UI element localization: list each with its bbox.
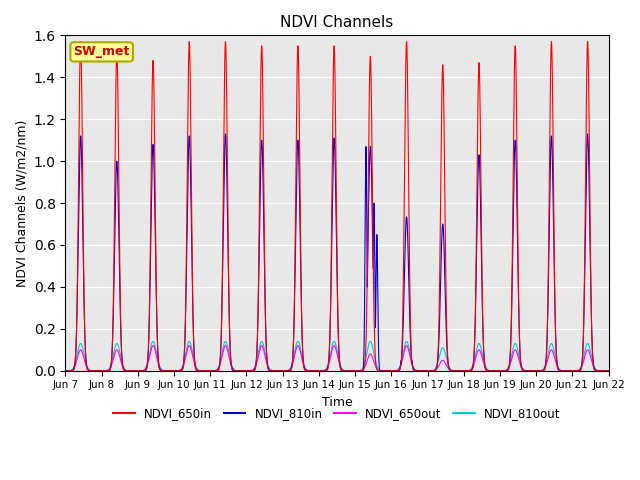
NDVI_650in — [412, 368, 420, 373]
NDVI_810out — [178, 365, 186, 371]
NDVI_810in — [412, 368, 420, 373]
NDVI_650out — [489, 368, 497, 373]
NDVI_810in — [172, 368, 180, 373]
Text: SW_met: SW_met — [74, 46, 130, 59]
NDVI_650in — [178, 368, 186, 373]
NDVI_810out — [265, 364, 273, 370]
NDVI_650in — [265, 367, 273, 373]
NDVI_650out — [412, 368, 420, 373]
Legend: NDVI_650in, NDVI_810in, NDVI_650out, NDVI_810out: NDVI_650in, NDVI_810in, NDVI_650out, NDV… — [109, 403, 565, 425]
NDVI_650out — [178, 366, 186, 372]
NDVI_650in — [603, 368, 611, 373]
NDVI_810out — [172, 368, 180, 373]
NDVI_810in — [489, 368, 497, 373]
Y-axis label: NDVI Channels (W/m2/nm): NDVI Channels (W/m2/nm) — [15, 120, 28, 287]
NDVI_810out — [412, 367, 420, 373]
NDVI_650out — [265, 366, 273, 372]
NDVI_650in — [77, 39, 84, 45]
NDVI_810out — [61, 368, 69, 373]
NDVI_650out — [149, 343, 157, 348]
NDVI_810in — [605, 368, 612, 373]
NDVI_650out — [61, 368, 69, 373]
NDVI_810in — [178, 367, 186, 373]
NDVI_810in — [61, 368, 69, 373]
X-axis label: Time: Time — [322, 396, 353, 409]
Line: NDVI_810out: NDVI_810out — [65, 341, 609, 371]
NDVI_650in — [61, 368, 69, 373]
Title: NDVI Channels: NDVI Channels — [280, 15, 394, 30]
NDVI_810in — [603, 368, 611, 373]
Line: NDVI_650out: NDVI_650out — [65, 346, 609, 371]
NDVI_810in — [265, 367, 273, 372]
NDVI_810out — [605, 368, 612, 373]
Line: NDVI_810in: NDVI_810in — [65, 134, 609, 371]
NDVI_810out — [603, 368, 611, 373]
NDVI_650out — [603, 368, 611, 373]
NDVI_650in — [605, 368, 612, 373]
NDVI_810out — [149, 338, 157, 344]
NDVI_650out — [605, 368, 612, 373]
NDVI_650out — [172, 368, 180, 373]
NDVI_650in — [172, 368, 180, 373]
NDVI_650in — [489, 368, 497, 373]
NDVI_810out — [489, 368, 497, 373]
Line: NDVI_650in: NDVI_650in — [65, 42, 609, 371]
NDVI_810in — [584, 131, 591, 137]
